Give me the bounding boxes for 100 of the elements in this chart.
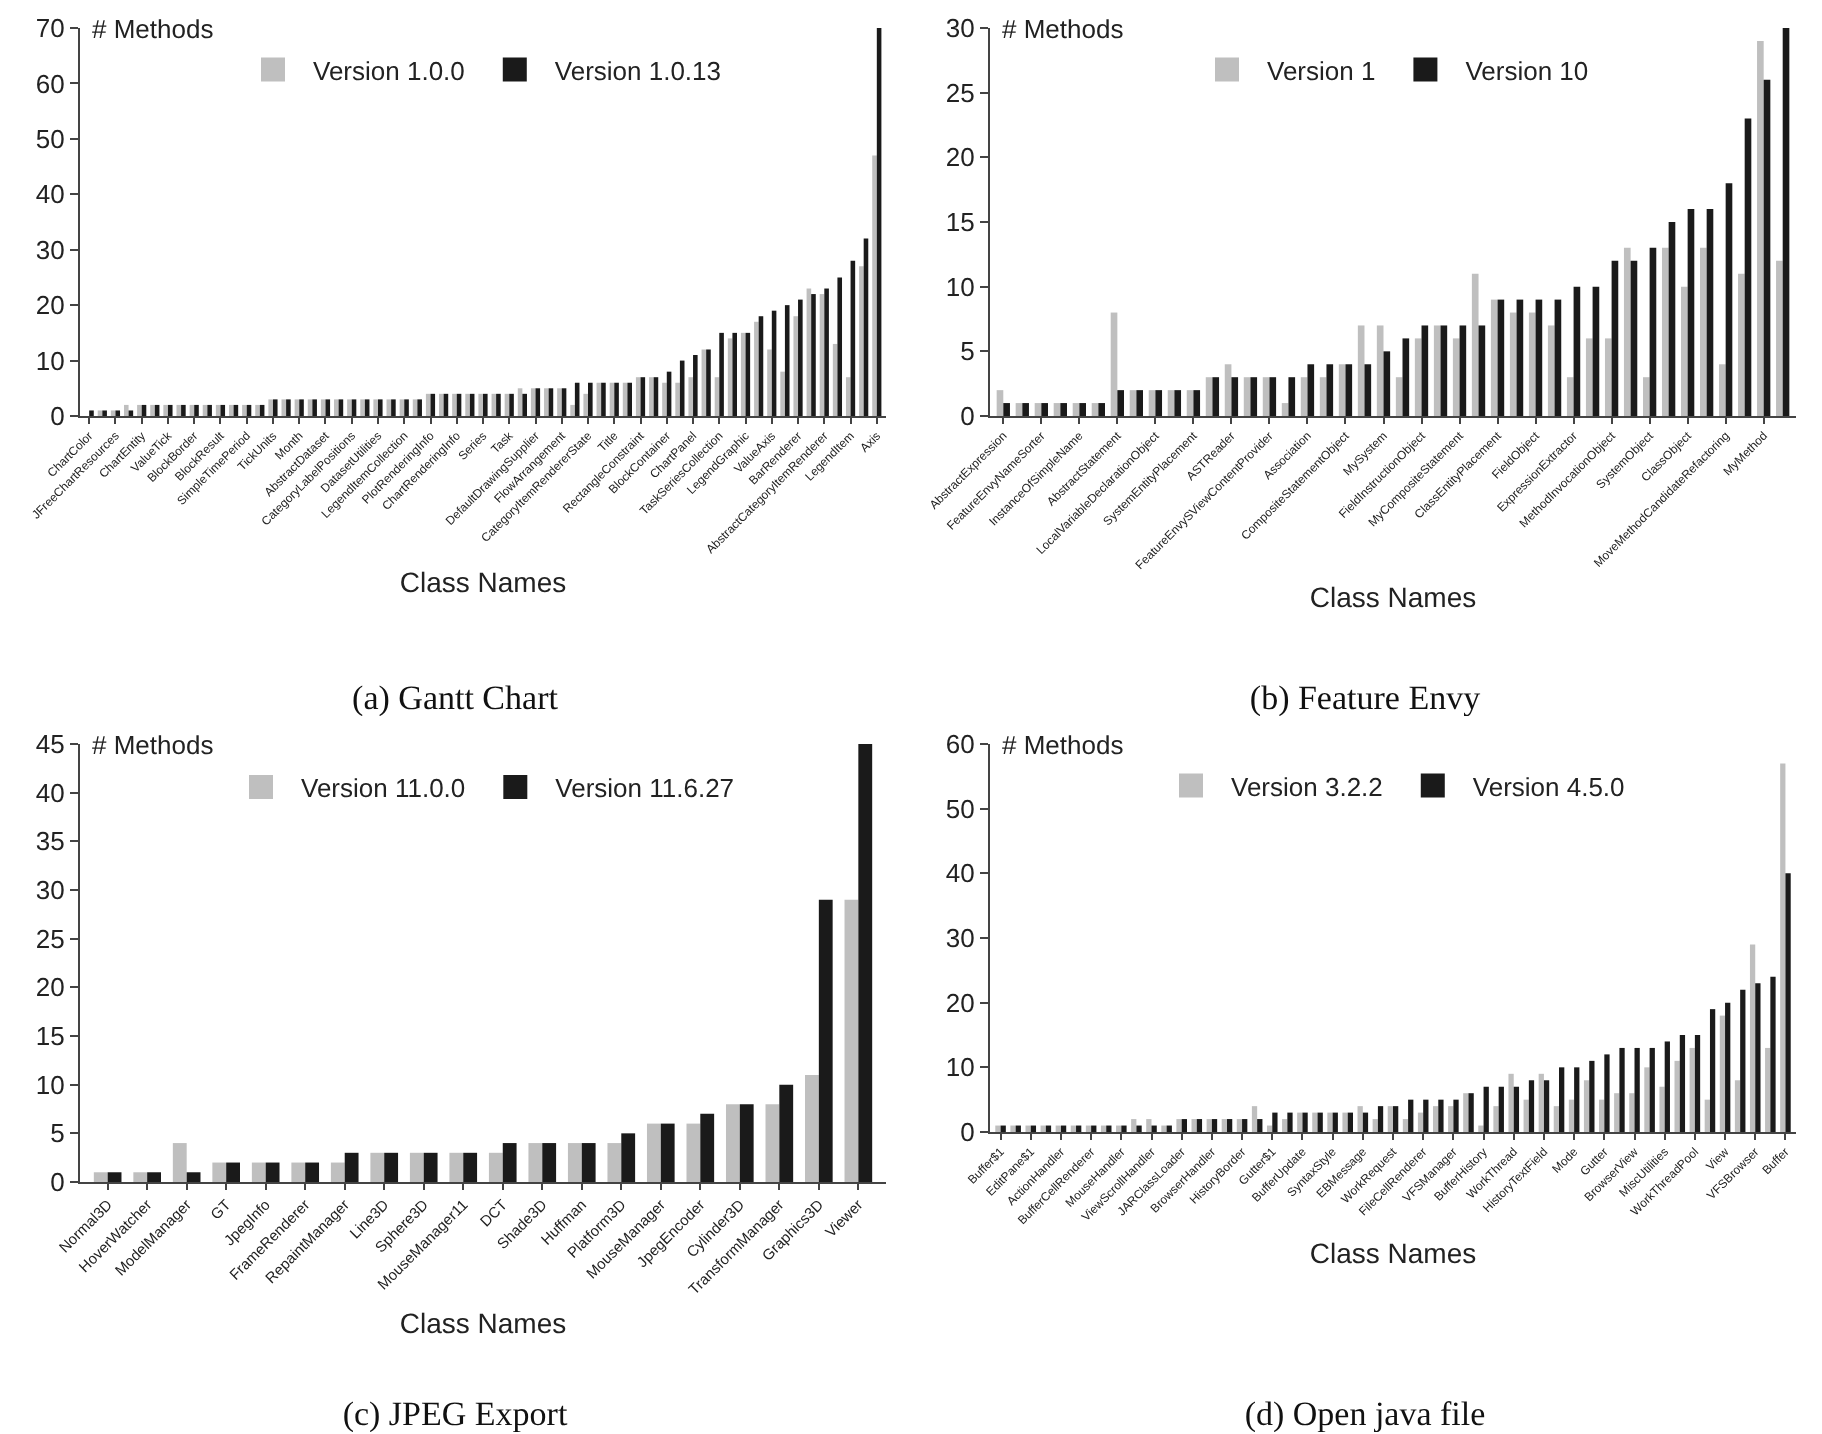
bar [1338,364,1346,416]
bar [1452,338,1460,416]
bar [1573,286,1581,416]
bar [1423,1099,1429,1132]
bar [1282,1119,1288,1132]
bar [1599,1099,1605,1132]
bar [1623,247,1631,416]
y-axis-title: # Methods [1002,730,1125,760]
y-tick-label: 30 [35,234,65,265]
bar [1015,403,1023,416]
bar [844,899,859,1182]
bar [1513,1086,1520,1132]
x-axis-title: Class Names [399,565,567,598]
bar [686,1123,701,1182]
bar [1250,377,1258,416]
y-axis-title: # Methods [92,730,215,760]
bar [128,410,134,416]
bar [1740,989,1746,1132]
bar [1725,183,1733,416]
bar [995,1125,1001,1132]
bar [1782,28,1790,416]
bar [172,1143,187,1182]
bar [1674,1060,1680,1132]
bar [1060,403,1067,416]
bar [384,1152,399,1182]
bar [601,382,606,416]
bar [1440,325,1448,416]
bar [1221,1119,1227,1132]
bar [719,332,724,416]
bar [621,1133,636,1182]
bar [1694,1035,1701,1132]
bar [176,404,182,416]
bar [1689,1047,1695,1132]
y-tick-label: 20 [945,987,975,1018]
bar [1297,1112,1303,1132]
bar [1300,377,1308,416]
bar [767,349,772,416]
bar [798,299,803,416]
bar [1003,403,1010,416]
x-axis-title: Class Names [399,1307,567,1340]
bar [1523,1099,1529,1132]
bar [1383,351,1391,416]
bar [1634,1047,1640,1132]
bar [1176,1119,1182,1132]
bar [1433,1106,1439,1132]
bar [1196,1119,1203,1132]
bar [255,404,260,416]
bar [93,1172,108,1182]
y-tick-label: 10 [945,271,975,302]
bar [1755,983,1761,1132]
bar [780,371,785,416]
bar [1509,312,1517,416]
bar [163,404,168,416]
bar [1770,976,1776,1132]
bar [417,399,422,416]
bar [1376,325,1384,416]
bar [272,399,278,416]
bar [97,410,103,416]
bar [1317,1112,1323,1132]
bar [635,377,641,416]
bar [1053,403,1061,416]
bar [1174,390,1182,416]
legend-label: Version 11.6.27 [555,773,735,804]
bar [1377,1106,1384,1132]
bar [739,1104,754,1182]
bar [1319,377,1327,416]
bar [1649,1047,1655,1132]
bar [1110,312,1118,416]
legend-label: Version 11.0.0 [301,773,466,804]
bar [1433,325,1441,416]
bar [1148,390,1156,416]
bar [1749,944,1756,1132]
bar [1262,377,1270,416]
bar [660,1123,675,1182]
bar [1022,403,1029,416]
bar [567,1143,582,1182]
y-tick-label: 60 [945,729,975,760]
bar [488,1152,503,1182]
bar [837,277,843,416]
bar [286,399,291,416]
bar [530,388,536,416]
y-tick-label: 25 [945,77,975,108]
bar [1661,247,1669,416]
bar [1191,1119,1197,1132]
bar [242,404,247,416]
bar [373,399,378,416]
bar [334,399,339,416]
y-axis-title: # Methods [1002,14,1125,44]
bar [265,1162,280,1182]
y-tick-label: 20 [945,142,975,173]
text: (b) Feature Envy [1249,678,1482,717]
bar [1231,377,1239,416]
legend-label: Version 1 [1267,55,1376,86]
bar [693,355,698,416]
bar [212,1162,227,1182]
text: (a) Gantt Chart [352,678,559,717]
bar [1242,1119,1248,1132]
bar [765,1104,780,1182]
bar [1709,1009,1716,1132]
bar [583,393,589,416]
